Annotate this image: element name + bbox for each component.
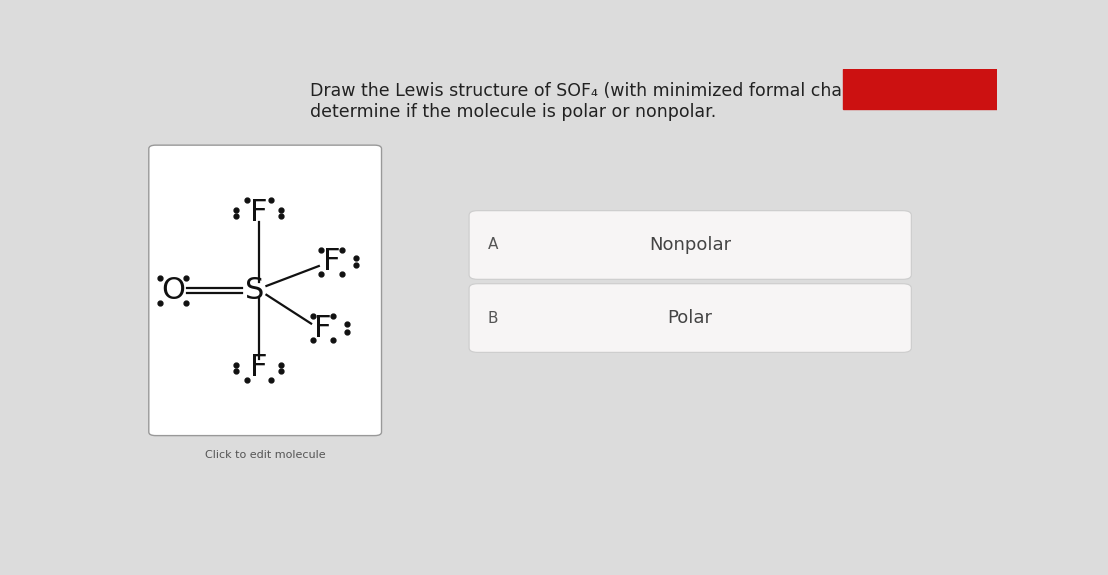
Text: F: F (250, 198, 267, 227)
Text: Polar: Polar (668, 309, 712, 327)
Text: F: F (322, 247, 340, 276)
Text: Click to edit molecule: Click to edit molecule (205, 450, 326, 460)
Text: F: F (315, 313, 332, 343)
FancyBboxPatch shape (469, 283, 912, 352)
Text: S: S (245, 276, 264, 305)
Text: F: F (250, 354, 267, 382)
Text: A: A (488, 237, 499, 252)
Bar (843, 69, 997, 109)
FancyBboxPatch shape (148, 145, 381, 436)
Text: Draw the Lewis structure of SOF₄ (with minimized formal charges) and then
determ: Draw the Lewis structure of SOF₄ (with m… (310, 82, 971, 121)
Text: B: B (488, 310, 499, 325)
Text: O: O (161, 276, 185, 305)
Text: Nonpolar: Nonpolar (649, 236, 731, 254)
FancyBboxPatch shape (469, 210, 912, 279)
